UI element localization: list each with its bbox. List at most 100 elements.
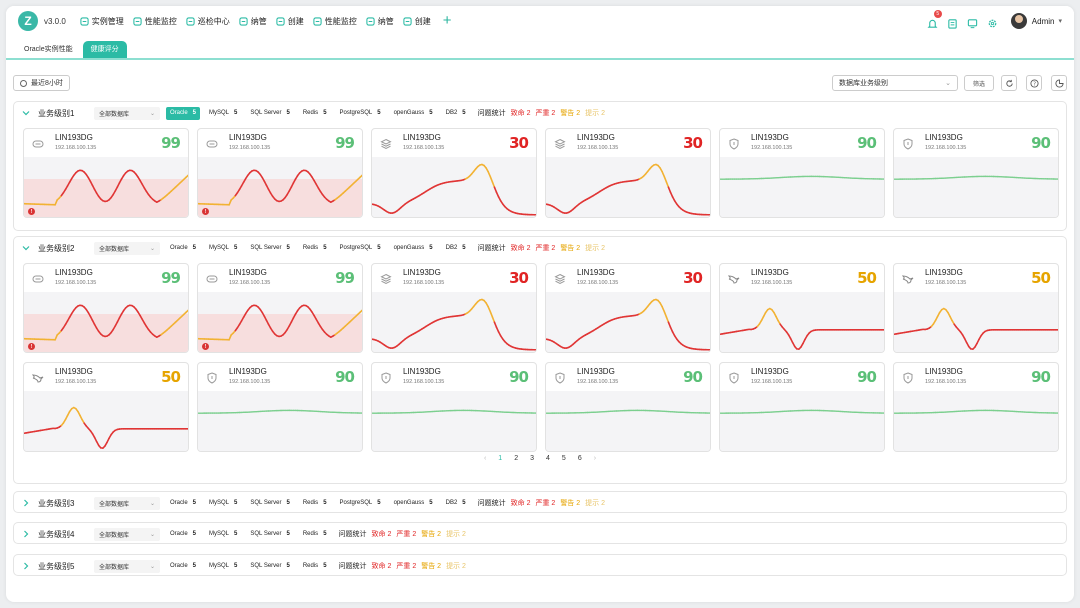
monitor-icon[interactable] <box>967 16 978 28</box>
instance-card[interactable]: LIN193DG 192.168.100.135 30 <box>545 263 711 353</box>
fatal-count[interactable]: 致命 2 <box>510 245 531 252</box>
alert-icon[interactable]: ! <box>28 343 35 350</box>
db-filter-tag[interactable]: Redis 5 <box>299 497 331 510</box>
page-button[interactable]: 2 <box>514 455 519 462</box>
tab-0[interactable]: Oracle实例性能 <box>24 46 73 53</box>
db-filter-tag[interactable]: Oracle 5 <box>166 560 200 573</box>
nav-item-0[interactable]: 实例管理 <box>80 16 124 27</box>
tab-1[interactable]: 健康评分 <box>82 41 127 58</box>
severe-count[interactable]: 严重 2 <box>396 563 417 570</box>
severe-count[interactable]: 严重 2 <box>535 245 556 252</box>
db-filter-tag[interactable]: MySQL 5 <box>205 528 241 541</box>
chevron-right-icon[interactable] <box>22 499 30 507</box>
instance-card[interactable]: LIN193DG 192.168.100.135 30 <box>371 128 537 218</box>
nav-item-5[interactable]: 性能监控 <box>313 16 357 27</box>
db-filter-tag[interactable]: MySQL 5 <box>205 242 241 255</box>
db-filter-tag[interactable]: openGauss 5 <box>390 107 437 120</box>
db-filter-tag[interactable]: MySQL 5 <box>205 560 241 573</box>
db-filter-tag[interactable]: openGauss 5 <box>390 242 437 255</box>
clipboard-icon[interactable] <box>947 16 958 29</box>
page-button[interactable]: 5 <box>561 455 566 462</box>
hint-count[interactable]: 提示 2 <box>446 531 466 538</box>
hint-count[interactable]: 提示 2 <box>585 245 605 252</box>
help-button[interactable]: ? <box>1026 75 1042 91</box>
instance-card[interactable]: LIN193DG 192.168.100.135 50 <box>893 263 1059 353</box>
avatar[interactable] <box>1010 13 1027 29</box>
db-filter-tag[interactable]: PostgreSQL 5 <box>336 497 385 510</box>
instance-card[interactable]: LIN193DG 192.168.100.135 90 <box>893 362 1059 452</box>
db-filter-tag[interactable]: PostgreSQL 5 <box>336 242 385 255</box>
instance-card[interactable]: LIN193DG 192.168.100.135 90 <box>719 362 885 452</box>
fatal-count[interactable]: 致命 2 <box>510 110 531 117</box>
nav-item-4[interactable]: 创建 <box>276 16 304 27</box>
instance-card[interactable]: LIN193DG 192.168.100.135 90 <box>197 362 363 452</box>
alert-icon[interactable]: ! <box>202 208 209 215</box>
alert-icon[interactable]: ! <box>202 343 209 350</box>
database-select[interactable]: 全部数据库 ⌄ <box>94 559 160 573</box>
warning-count[interactable]: 警告 2 <box>560 110 581 117</box>
db-filter-tag[interactable]: DB2 5 <box>442 107 470 120</box>
hint-count[interactable]: 提示 2 <box>585 500 605 507</box>
db-filter-tag[interactable]: SQL Server 5 <box>246 528 293 541</box>
database-select[interactable]: 全部数据库 ⌄ <box>94 527 160 541</box>
fatal-count[interactable]: 致命 2 <box>371 563 392 570</box>
instance-card[interactable]: LIN193DG 192.168.100.135 99! <box>23 128 189 218</box>
chevron-right-icon[interactable] <box>22 530 30 538</box>
warning-count[interactable]: 警告 2 <box>421 563 442 570</box>
db-filter-tag[interactable]: MySQL 5 <box>205 497 241 510</box>
db-filter-tag[interactable]: PostgreSQL 5 <box>336 107 385 120</box>
instance-card[interactable]: LIN193DG 192.168.100.135 30 <box>371 263 537 353</box>
chevron-right-icon[interactable] <box>22 562 30 570</box>
chevron-down-icon[interactable]: ▾ <box>1058 18 1062 25</box>
page-button[interactable]: 1 <box>498 455 503 462</box>
database-select[interactable]: 全部数据库 ⌄ <box>94 496 160 510</box>
chevron-down-icon[interactable] <box>22 244 30 252</box>
prev-page-button[interactable]: ‹ <box>483 455 487 462</box>
instance-card[interactable]: LIN193DG 192.168.100.135 90 <box>719 128 885 218</box>
db-filter-tag[interactable]: Redis 5 <box>299 528 331 541</box>
db-filter-tag[interactable]: SQL Server 5 <box>246 497 293 510</box>
db-filter-tag[interactable]: Oracle 5 <box>166 242 200 255</box>
instance-card[interactable]: LIN193DG 192.168.100.135 99! <box>197 263 363 353</box>
alert-icon[interactable]: ! <box>28 208 35 215</box>
severe-count[interactable]: 严重 2 <box>535 500 556 507</box>
level-select[interactable]: 数据库业务级别 ⌄ <box>832 75 958 91</box>
filter-button[interactable]: 筛选 <box>964 75 994 91</box>
fatal-count[interactable]: 致命 2 <box>510 500 531 507</box>
severe-count[interactable]: 严重 2 <box>535 110 556 117</box>
db-filter-tag[interactable]: openGauss 5 <box>390 497 437 510</box>
instance-card[interactable]: LIN193DG 192.168.100.135 50 <box>23 362 189 452</box>
db-filter-tag[interactable]: DB2 5 <box>442 242 470 255</box>
instance-card[interactable]: LIN193DG 192.168.100.135 90 <box>371 362 537 452</box>
refresh-button[interactable] <box>1001 75 1017 91</box>
username[interactable]: Admin <box>1031 16 1055 26</box>
db-filter-tag[interactable]: SQL Server 5 <box>246 560 293 573</box>
database-select[interactable]: 全部数据库 ⌄ <box>94 241 160 255</box>
nav-item-2[interactable]: 巡检中心 <box>186 16 230 27</box>
db-filter-tag[interactable]: Redis 5 <box>299 560 331 573</box>
db-filter-tag[interactable]: Oracle 5 <box>166 528 200 541</box>
db-filter-tag[interactable]: Oracle 5 <box>166 497 200 510</box>
gear-icon[interactable] <box>987 16 998 27</box>
db-filter-tag[interactable]: SQL Server 5 <box>246 107 293 120</box>
db-filter-tag[interactable]: SQL Server 5 <box>246 242 293 255</box>
warning-count[interactable]: 警告 2 <box>421 531 442 538</box>
time-range-button[interactable]: 最近8小时 <box>13 75 70 91</box>
instance-card[interactable]: LIN193DG 192.168.100.135 99! <box>23 263 189 353</box>
instance-card[interactable]: LIN193DG 192.168.100.135 99! <box>197 128 363 218</box>
warning-count[interactable]: 警告 2 <box>560 500 581 507</box>
instance-card[interactable]: LIN193DG 192.168.100.135 90 <box>545 362 711 452</box>
db-filter-tag[interactable]: Redis 5 <box>299 242 331 255</box>
nav-item-1[interactable]: 性能监控 <box>133 16 177 27</box>
history-button[interactable] <box>1051 75 1067 91</box>
database-select[interactable]: 全部数据库 ⌄ <box>94 106 160 120</box>
nav-item-6[interactable]: 纳管 <box>366 16 394 27</box>
hint-count[interactable]: 提示 2 <box>446 563 466 570</box>
bell-icon[interactable]: 5 <box>927 9 942 28</box>
db-filter-tag[interactable]: MySQL 5 <box>205 107 241 120</box>
db-filter-tag[interactable]: Redis 5 <box>299 107 331 120</box>
next-page-button[interactable]: › <box>593 455 597 462</box>
logo[interactable]: Z v3.0.0 <box>18 11 66 31</box>
page-button[interactable]: 3 <box>530 455 534 462</box>
warning-count[interactable]: 警告 2 <box>560 245 581 252</box>
